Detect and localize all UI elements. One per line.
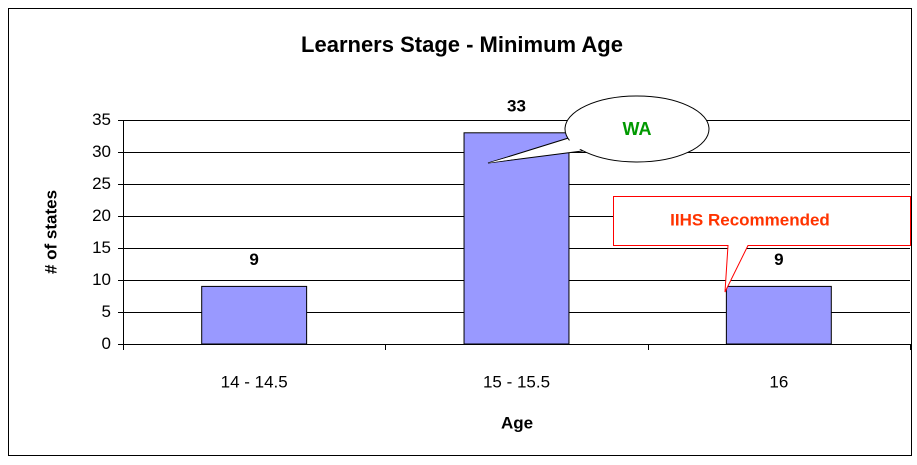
- x-axis-label: Age: [501, 413, 533, 432]
- data-label: 33: [507, 96, 526, 115]
- y-tick-label: 35: [92, 110, 111, 129]
- data-label: 9: [774, 250, 783, 269]
- wa-callout: WA: [487, 95, 710, 164]
- y-axis-label: # of states: [41, 190, 60, 274]
- y-tick-label: 10: [92, 270, 111, 289]
- chart-title: Learners Stage - Minimum Age: [301, 32, 623, 57]
- y-tick-label: 15: [92, 238, 111, 257]
- plot: 0 5 10 15 20 25 30 35 14 - 14.5 9 15 - 15.5 33 16 9: [92, 96, 911, 391]
- y-tick-label: 20: [92, 206, 111, 225]
- callout-box: [613, 196, 911, 293]
- bar: [463, 132, 570, 345]
- annotation: IIHS Recommended: [670, 210, 830, 229]
- data-label: 9: [249, 250, 258, 269]
- iihs-callout: IIHS Recommended: [613, 196, 911, 293]
- x-tick-label: 14 - 14.5: [221, 372, 288, 391]
- x-tick-label: 15 - 15.5: [483, 372, 550, 391]
- callout-bubble: [564, 95, 710, 163]
- annotation: WA: [623, 119, 652, 139]
- bar: [201, 285, 308, 345]
- y-tick-label: 0: [102, 334, 111, 353]
- y-tick-label: 30: [92, 142, 111, 161]
- callout-tail-fill: [488, 138, 588, 163]
- x-tick-label: 16: [769, 372, 788, 391]
- y-tick-label: 25: [92, 174, 111, 193]
- bar: [725, 285, 832, 345]
- y-tick-label: 5: [102, 302, 111, 321]
